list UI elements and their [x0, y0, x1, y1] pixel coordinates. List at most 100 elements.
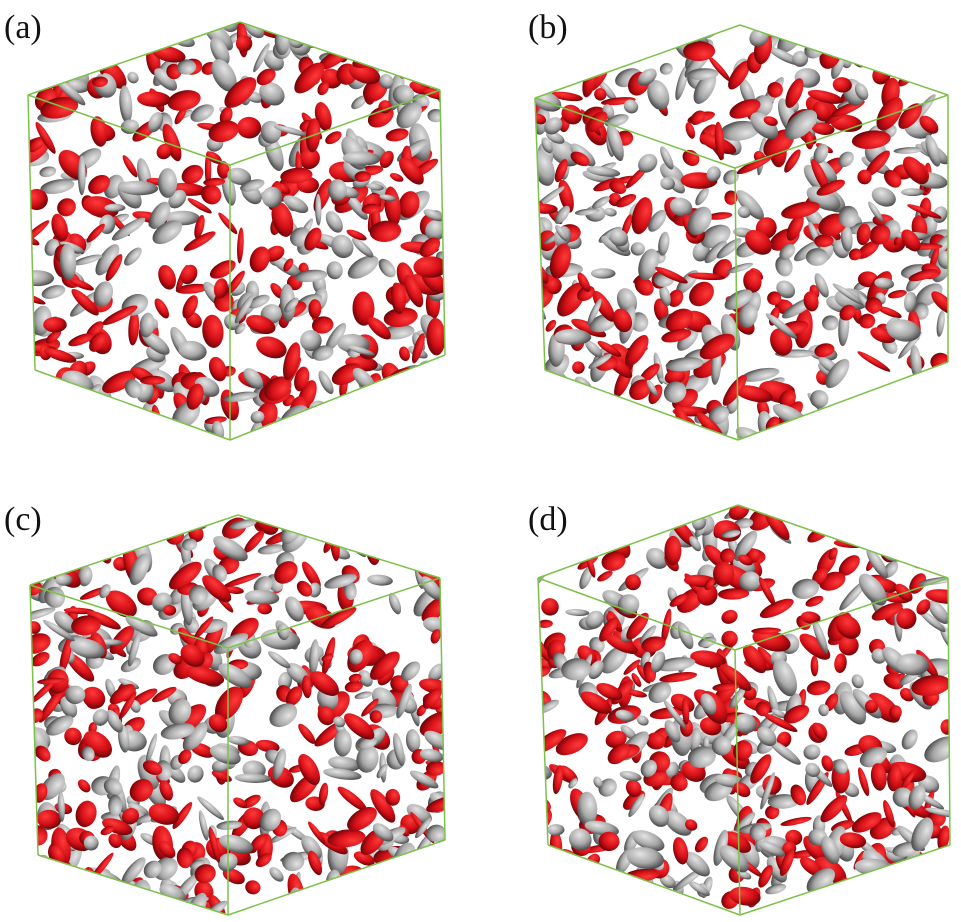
gray-domain	[535, 416, 555, 429]
red-domain	[361, 417, 395, 448]
gray-domain	[299, 895, 330, 922]
gray-domain	[382, 38, 424, 75]
red-domain	[382, 514, 410, 536]
gray-domain	[524, 762, 553, 783]
gray-domain	[162, 505, 189, 540]
gray-domain	[22, 852, 49, 871]
red-domain	[863, 42, 892, 58]
gray-domain	[559, 420, 589, 439]
gray-domain	[547, 824, 564, 835]
red-domain	[253, 333, 289, 363]
gray-domain	[410, 52, 446, 82]
gray-domain	[351, 397, 370, 427]
red-domain	[306, 11, 334, 47]
red-domain	[595, 54, 623, 68]
red-domain	[664, 536, 682, 566]
gray-domain	[266, 649, 293, 671]
red-domain	[201, 314, 225, 349]
gray-domain	[594, 398, 614, 418]
red-domain	[296, 721, 319, 746]
red-domain	[916, 16, 928, 45]
red-domain	[643, 24, 683, 32]
gray-domain	[371, 417, 408, 440]
red-domain	[137, 91, 171, 108]
red-domain	[75, 777, 93, 795]
red-domain	[11, 288, 47, 307]
gray-domain	[169, 30, 197, 49]
gray-domain	[663, 494, 688, 519]
gray-domain	[901, 188, 924, 196]
red-domain	[576, 868, 603, 890]
red-domain	[535, 539, 551, 555]
red-domain	[900, 528, 943, 567]
gray-domain	[905, 31, 928, 48]
red-domain	[364, 535, 382, 566]
red-domain	[909, 506, 919, 541]
red-domain	[581, 869, 594, 887]
gray-domain	[630, 883, 655, 910]
gray-domain	[76, 399, 97, 411]
red-domain	[413, 256, 447, 278]
gray-domain	[581, 858, 592, 886]
gray-domain	[109, 512, 147, 523]
red-domain	[852, 427, 881, 449]
gray-domain	[19, 270, 54, 287]
gray-domain	[613, 418, 641, 454]
gray-domain	[850, 672, 866, 690]
red-domain	[570, 360, 586, 376]
red-domain	[53, 402, 76, 424]
red-domain	[569, 398, 602, 421]
red-domain	[572, 509, 605, 549]
gray-domain	[105, 407, 126, 427]
gray-domain	[158, 168, 177, 198]
red-domain	[923, 30, 955, 63]
figure: (a) (b) (c) (d)	[0, 0, 961, 922]
gray-domain	[344, 35, 367, 55]
gray-domain	[125, 887, 147, 904]
gray-domain	[420, 893, 434, 912]
red-domain	[48, 406, 84, 426]
red-domain	[24, 705, 46, 726]
gray-domain	[94, 398, 117, 426]
gray-domain	[591, 268, 616, 278]
gray-domain	[561, 405, 581, 426]
red-domain	[528, 893, 553, 916]
cube-render	[524, 490, 961, 922]
red-domain	[799, 417, 843, 450]
gray-domain	[16, 605, 56, 624]
red-domain	[880, 42, 902, 67]
red-domain	[692, 834, 711, 854]
red-domain	[757, 595, 796, 622]
red-domain	[609, 50, 643, 70]
red-domain	[638, 415, 664, 443]
red-domain	[389, 171, 405, 183]
red-domain	[404, 509, 434, 540]
red-domain	[20, 630, 53, 658]
red-domain	[930, 858, 945, 873]
red-domain	[279, 421, 310, 452]
gray-domain	[600, 410, 630, 440]
red-domain	[904, 530, 928, 555]
gray-domain	[115, 417, 138, 432]
red-domain	[257, 603, 272, 615]
red-domain	[326, 414, 351, 426]
gray-domain	[119, 893, 138, 903]
gray-domain	[867, 28, 881, 44]
gray-domain	[45, 32, 83, 67]
red-domain	[599, 40, 626, 63]
red-domain	[423, 64, 457, 72]
gray-domain	[24, 831, 39, 858]
red-domain	[572, 49, 607, 63]
red-domain	[29, 891, 50, 922]
red-domain	[780, 815, 813, 828]
gray-domain	[388, 839, 420, 881]
red-domain	[806, 679, 832, 697]
gray-domain	[906, 497, 945, 519]
red-domain	[76, 58, 92, 72]
red-domain	[338, 885, 361, 906]
red-domain	[522, 408, 555, 420]
red-domain	[374, 535, 382, 556]
red-domain	[898, 868, 916, 889]
red-domain	[895, 497, 915, 519]
gray-domain	[65, 22, 106, 48]
